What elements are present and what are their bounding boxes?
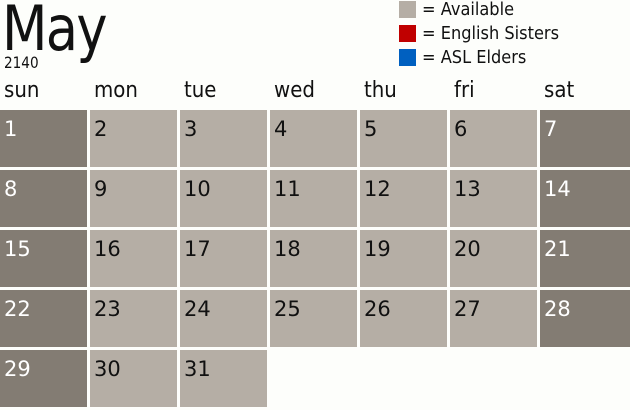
weekday-tue: tue	[184, 78, 217, 103]
day-cell[interactable]: 5	[360, 110, 447, 167]
day-number: 5	[364, 117, 378, 141]
day-cell[interactable]: 29	[0, 350, 87, 407]
day-cell[interactable]: 9	[90, 170, 177, 227]
day-cell[interactable]: 30	[90, 350, 177, 407]
legend-item: = English Sisters	[399, 22, 574, 44]
day-number: 26	[364, 297, 391, 321]
day-cell[interactable]: 1	[0, 110, 87, 167]
day-cell[interactable]: 23	[90, 290, 177, 347]
legend-label: = Available	[422, 0, 515, 20]
day-number: 1	[4, 117, 18, 141]
day-number: 12	[364, 177, 391, 201]
day-number: 7	[544, 117, 558, 141]
legend-item: = Available	[399, 0, 524, 20]
weekday-thu: thu	[364, 78, 397, 103]
day-number: 15	[4, 237, 31, 261]
day-number: 13	[454, 177, 481, 201]
day-number: 22	[4, 297, 31, 321]
day-number: 8	[4, 177, 18, 201]
day-number: 17	[184, 237, 211, 261]
month-title: May	[2, 0, 108, 65]
day-number: 31	[184, 357, 211, 381]
legend-swatch	[399, 48, 416, 66]
weekday-sat: sat	[544, 78, 575, 103]
day-number: 10	[184, 177, 211, 201]
day-number: 4	[274, 117, 288, 141]
day-cell[interactable]: 17	[180, 230, 267, 287]
legend-label: = English Sisters	[422, 22, 560, 44]
day-cell[interactable]: 20	[450, 230, 537, 287]
day-number: 6	[454, 117, 468, 141]
day-cell[interactable]: 22	[0, 290, 87, 347]
day-cell[interactable]: 16	[90, 230, 177, 287]
year-label: 2140	[4, 53, 39, 72]
day-cell[interactable]: 7	[540, 110, 630, 167]
day-cell[interactable]: 13	[450, 170, 537, 227]
day-cell[interactable]: 12	[360, 170, 447, 227]
legend-swatch	[399, 24, 416, 42]
day-number: 20	[454, 237, 481, 261]
day-cell[interactable]: 15	[0, 230, 87, 287]
day-number: 16	[94, 237, 121, 261]
weekday-fri: fri	[454, 78, 475, 103]
day-number: 3	[184, 117, 198, 141]
day-number: 2	[94, 117, 108, 141]
day-cell[interactable]: 26	[360, 290, 447, 347]
day-cell[interactable]: 25	[270, 290, 357, 347]
day-number: 19	[364, 237, 391, 261]
day-cell[interactable]: 3	[180, 110, 267, 167]
legend-swatch	[399, 0, 416, 18]
day-cell[interactable]: 19	[360, 230, 447, 287]
day-cell[interactable]: 2	[90, 110, 177, 167]
day-number: 11	[274, 177, 301, 201]
day-cell[interactable]: 10	[180, 170, 267, 227]
day-number: 18	[274, 237, 301, 261]
day-number: 25	[274, 297, 301, 321]
day-cell[interactable]: 18	[270, 230, 357, 287]
day-cell[interactable]: 8	[0, 170, 87, 227]
day-cell[interactable]: 28	[540, 290, 630, 347]
day-cell[interactable]: 4	[270, 110, 357, 167]
day-number: 28	[544, 297, 571, 321]
legend-item: = ASL Elders	[399, 46, 538, 68]
day-cell[interactable]: 11	[270, 170, 357, 227]
day-cell[interactable]: 21	[540, 230, 630, 287]
day-number: 30	[94, 357, 121, 381]
day-number: 27	[454, 297, 481, 321]
day-number: 14	[544, 177, 571, 201]
day-number: 23	[94, 297, 121, 321]
day-cell[interactable]: 31	[180, 350, 267, 407]
weekday-mon: mon	[94, 78, 138, 103]
day-cell[interactable]: 6	[450, 110, 537, 167]
weekday-sun: sun	[4, 78, 40, 103]
weekday-wed: wed	[274, 78, 315, 103]
day-number: 24	[184, 297, 211, 321]
day-cell[interactable]: 14	[540, 170, 630, 227]
day-cell[interactable]: 27	[450, 290, 537, 347]
legend-label: = ASL Elders	[422, 46, 527, 68]
day-number: 29	[4, 357, 31, 381]
day-number: 21	[544, 237, 571, 261]
day-number: 9	[94, 177, 108, 201]
day-cell[interactable]: 24	[180, 290, 267, 347]
